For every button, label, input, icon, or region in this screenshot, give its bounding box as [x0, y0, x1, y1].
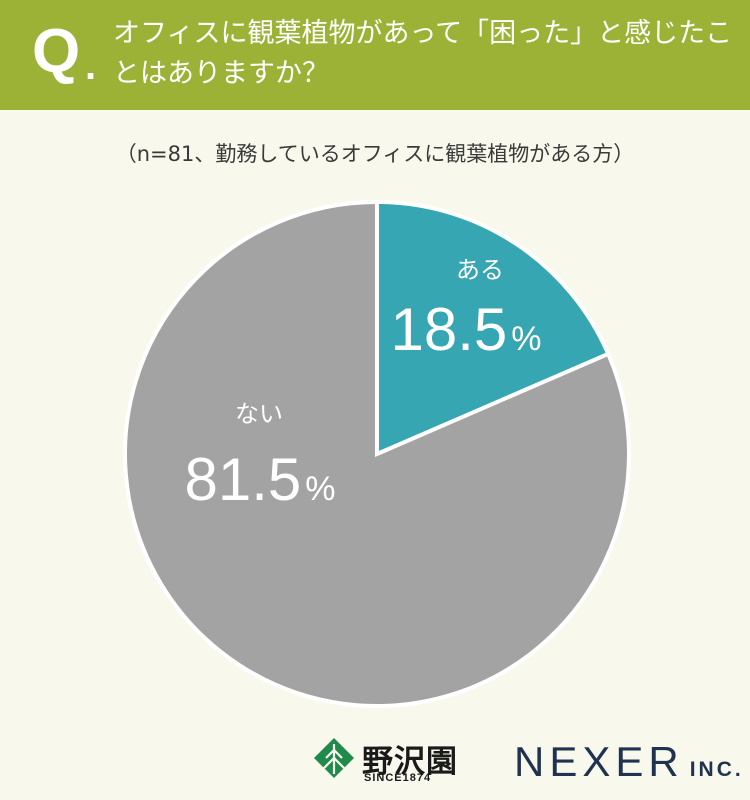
pie-slice-yes — [375, 199, 611, 458]
slice-value-no: 81.5% — [184, 446, 335, 513]
slice-label-yes: ある — [456, 256, 504, 284]
q-mark: Q — [32, 17, 81, 86]
nozawaen-logo: 野沢園 SINCE1874 — [312, 736, 482, 786]
leaf-emblem-icon — [314, 738, 354, 778]
q-dot: . — [85, 44, 97, 88]
nexer-logo: NEXER INC. — [514, 738, 744, 786]
pie-slice-no — [123, 199, 631, 708]
nexer-name: NEXER — [514, 738, 684, 785]
nexer-suffix: INC. — [689, 758, 744, 781]
nozawaen-since: SINCE1874 — [364, 772, 432, 784]
question-banner: Q . オフィスに観葉植物があって「困った」と感じたことはありますか？ — [0, 0, 750, 110]
slice-label-no: ない — [235, 400, 283, 428]
nozawaen-name: 野沢園 — [362, 744, 458, 780]
question-text: オフィスに観葉植物があって「困った」と感じたことはありますか？ — [113, 18, 733, 89]
sample-note: （n=81、勤務しているオフィスに観葉植物がある方） — [115, 142, 635, 166]
